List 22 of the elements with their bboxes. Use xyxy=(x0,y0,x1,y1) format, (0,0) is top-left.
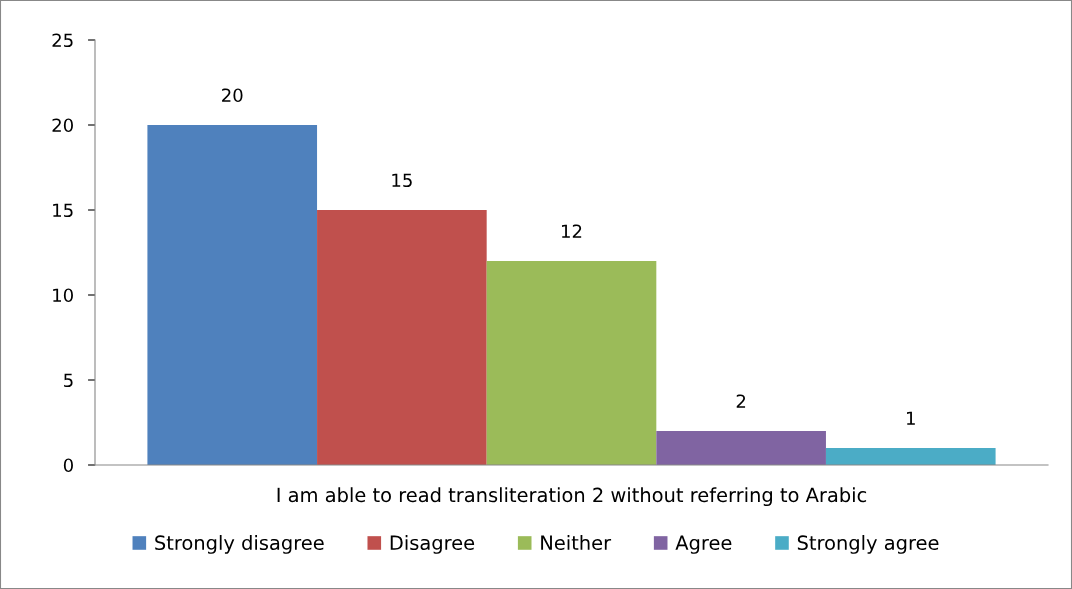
bar xyxy=(317,210,487,465)
legend-label: Disagree xyxy=(390,535,475,554)
y-tick-label: 5 xyxy=(64,373,73,388)
legend-label: Agree xyxy=(675,535,732,554)
legend-label: Strongly agree xyxy=(797,535,939,554)
bar xyxy=(147,125,318,465)
bar xyxy=(486,261,657,465)
y-tick-label: 25 xyxy=(52,33,73,48)
data-label: 12 xyxy=(562,224,582,238)
data-label: 15 xyxy=(392,173,412,188)
y-tick-label: 20 xyxy=(52,118,73,133)
data-label: 1 xyxy=(907,411,915,425)
legend-label: Neither xyxy=(541,535,612,551)
y-tick-label: 0 xyxy=(63,458,73,473)
y-tick-label: 15 xyxy=(53,203,73,218)
bar xyxy=(825,448,996,465)
x-tick-label: I am able to read transliteration 2 without referring to Arabic xyxy=(277,487,867,507)
data-label: 2 xyxy=(736,394,746,408)
bar xyxy=(656,431,826,465)
data-label: 20 xyxy=(222,88,243,103)
y-tick-label: 10 xyxy=(53,288,73,303)
legend-label: Strongly disagree xyxy=(155,535,324,554)
